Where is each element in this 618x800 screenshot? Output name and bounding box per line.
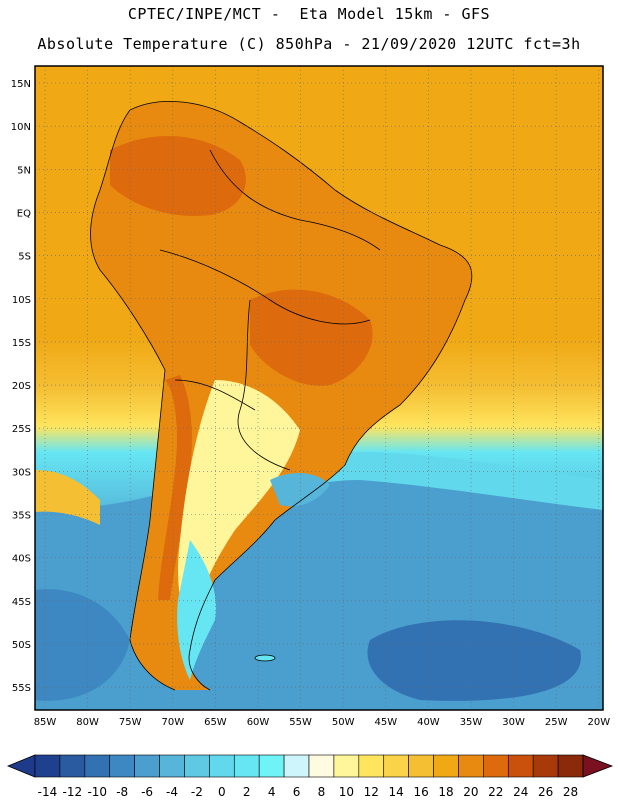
colorbar-swatch bbox=[109, 754, 135, 778]
lat-label: 30S bbox=[12, 467, 31, 478]
colorbar-label: -2 bbox=[191, 785, 203, 799]
lat-label: 35S bbox=[12, 511, 31, 522]
latitude-labels: 15N 10N 5N EQ 5S 10S 15S 20S 25S 30S 35S 40S 45S 50S 5… bbox=[11, 79, 31, 694]
colorbar-swatch bbox=[408, 754, 434, 778]
graticule bbox=[35, 66, 603, 710]
colorbar-swatch bbox=[184, 754, 210, 778]
warm-amazon bbox=[110, 136, 246, 216]
colorbar-label: 18 bbox=[438, 785, 453, 799]
colorbar-label: 24 bbox=[513, 785, 528, 799]
colorbar-swatch bbox=[383, 754, 409, 778]
lat-label: 25S bbox=[12, 424, 31, 435]
colorbar-max-arrow bbox=[582, 754, 614, 778]
lon-label: 30W bbox=[502, 717, 525, 728]
colorbar-label: 28 bbox=[563, 785, 578, 799]
colorbar-swatch bbox=[34, 754, 61, 778]
andes-cool bbox=[158, 375, 192, 600]
colorbar-swatch bbox=[308, 754, 335, 778]
lat-label: 5S bbox=[18, 252, 31, 263]
colorbar-swatch bbox=[59, 754, 86, 778]
colorbar-swatch bbox=[258, 754, 285, 778]
lat-label: 10N bbox=[11, 122, 31, 133]
lon-label: 65W bbox=[204, 717, 227, 728]
colorbar-min-arrow bbox=[6, 754, 36, 778]
lon-label: 40W bbox=[417, 717, 440, 728]
lon-label: 85W bbox=[34, 717, 57, 728]
colorbar-label: 4 bbox=[268, 785, 276, 799]
title-line-1: CPTEC/INPE/MCT - Eta Model 15km - GFS bbox=[127, 5, 491, 23]
colorbar-label: 8 bbox=[318, 785, 326, 799]
colorbar-label: -14 bbox=[38, 785, 58, 799]
warm-pacific-strip bbox=[35, 470, 100, 525]
lon-label: 70W bbox=[161, 717, 184, 728]
colorbar-label: 26 bbox=[538, 785, 553, 799]
lon-label: 75W bbox=[119, 717, 142, 728]
colorbar-swatch bbox=[233, 754, 260, 778]
colorbar-swatch bbox=[532, 754, 559, 778]
cold-patagonia bbox=[177, 540, 216, 680]
colorbar-label: 6 bbox=[293, 785, 301, 799]
lat-label: 40S bbox=[12, 554, 31, 565]
lon-label: 60W bbox=[247, 717, 270, 728]
lat-label: 15S bbox=[12, 338, 31, 349]
deep-cold-region-west bbox=[35, 589, 130, 701]
lon-label: 35W bbox=[460, 717, 483, 728]
colorbar-label: 16 bbox=[413, 785, 428, 799]
falkland-islands bbox=[254, 654, 276, 662]
lat-label: 5N bbox=[17, 165, 31, 176]
colorbar-swatch bbox=[134, 754, 160, 778]
colorbar-label: 2 bbox=[243, 785, 251, 799]
colorbar-swatch bbox=[84, 754, 111, 778]
colorbar-label: 10 bbox=[339, 785, 354, 799]
colorbar-swatch bbox=[283, 754, 310, 778]
warm-interior bbox=[250, 289, 373, 386]
lon-label: 20W bbox=[587, 717, 610, 728]
map-frame bbox=[34, 65, 604, 711]
lat-label: 45S bbox=[12, 597, 31, 608]
colorbar-label: 0 bbox=[218, 785, 226, 799]
colorbar-label: 12 bbox=[364, 785, 379, 799]
lon-label: 55W bbox=[289, 717, 312, 728]
lat-label: 50S bbox=[12, 640, 31, 651]
lon-label: 80W bbox=[76, 717, 99, 728]
colorbar-label: -10 bbox=[87, 785, 107, 799]
longitude-labels: 85W 80W 75W 70W 65W 60W 55W 50W 45W 40W 35W 30W 25W 2… bbox=[34, 717, 611, 728]
colorbar-label: 20 bbox=[463, 785, 478, 799]
colorbar-swatch bbox=[433, 754, 459, 778]
colorbar-swatch bbox=[507, 754, 534, 778]
lon-label: 25W bbox=[545, 717, 568, 728]
lat-label: 20S bbox=[12, 381, 31, 392]
borders bbox=[90, 101, 473, 691]
colorbar-label: -4 bbox=[166, 785, 178, 799]
lat-label: 10S bbox=[12, 295, 31, 306]
lat-label: EQ bbox=[17, 208, 31, 219]
colorbar-swatch bbox=[483, 754, 509, 778]
lon-label: 50W bbox=[332, 717, 355, 728]
colorbar-swatch bbox=[358, 754, 385, 778]
colorbar-swatch bbox=[557, 754, 584, 778]
colorbar-label: -8 bbox=[116, 785, 128, 799]
colorbar-swatch bbox=[209, 754, 235, 778]
colorbar-swatch bbox=[333, 754, 360, 778]
colorbar-label: -6 bbox=[141, 785, 153, 799]
lon-label: 45W bbox=[374, 717, 397, 728]
river-plate-cold bbox=[270, 473, 330, 507]
cool-southern-cone bbox=[178, 380, 300, 630]
lat-label: 15N bbox=[11, 79, 31, 90]
colorbar-swatch bbox=[159, 754, 185, 778]
title-line-2: Absolute Temperature (C) 850hPa - 21/09/… bbox=[37, 35, 581, 53]
colorbar-label: -12 bbox=[63, 785, 83, 799]
deep-cold-region bbox=[367, 620, 581, 701]
lat-label: 55S bbox=[12, 683, 31, 694]
colorbar-label: 22 bbox=[488, 785, 503, 799]
colorbar-label: 14 bbox=[389, 785, 404, 799]
colorbar: -14 -12 -10 -8 -6 -4 -2 0 2 4 6 8 10 12 14 16 18 20 22 24 26… bbox=[6, 754, 614, 799]
colorbar-swatch bbox=[458, 754, 484, 778]
